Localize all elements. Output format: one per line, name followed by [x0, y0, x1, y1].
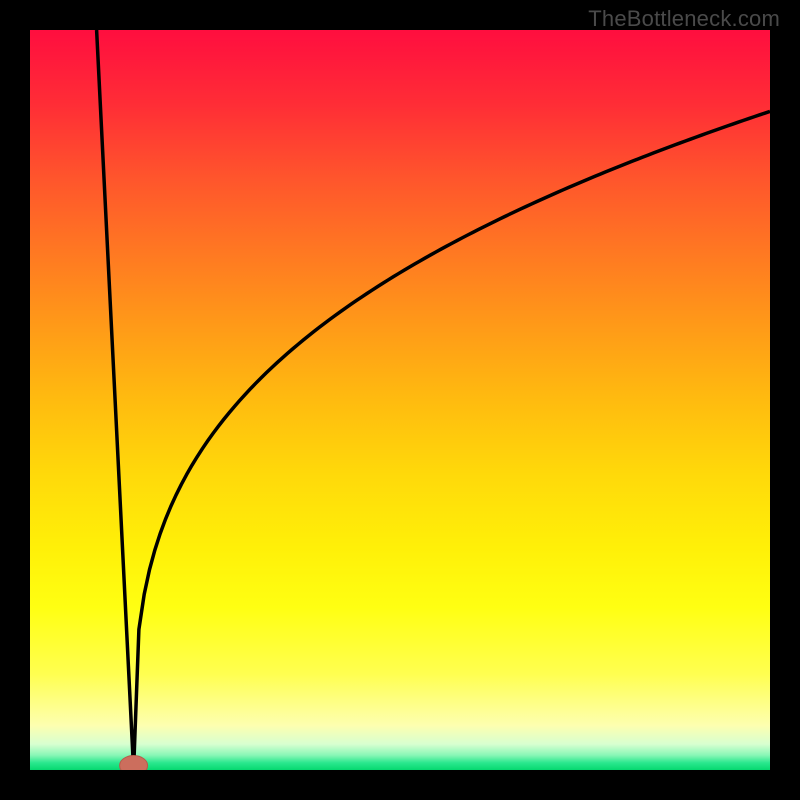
bottleneck-chart [0, 0, 800, 800]
plot-area [30, 30, 770, 770]
watermark-text: TheBottleneck.com [588, 6, 780, 32]
